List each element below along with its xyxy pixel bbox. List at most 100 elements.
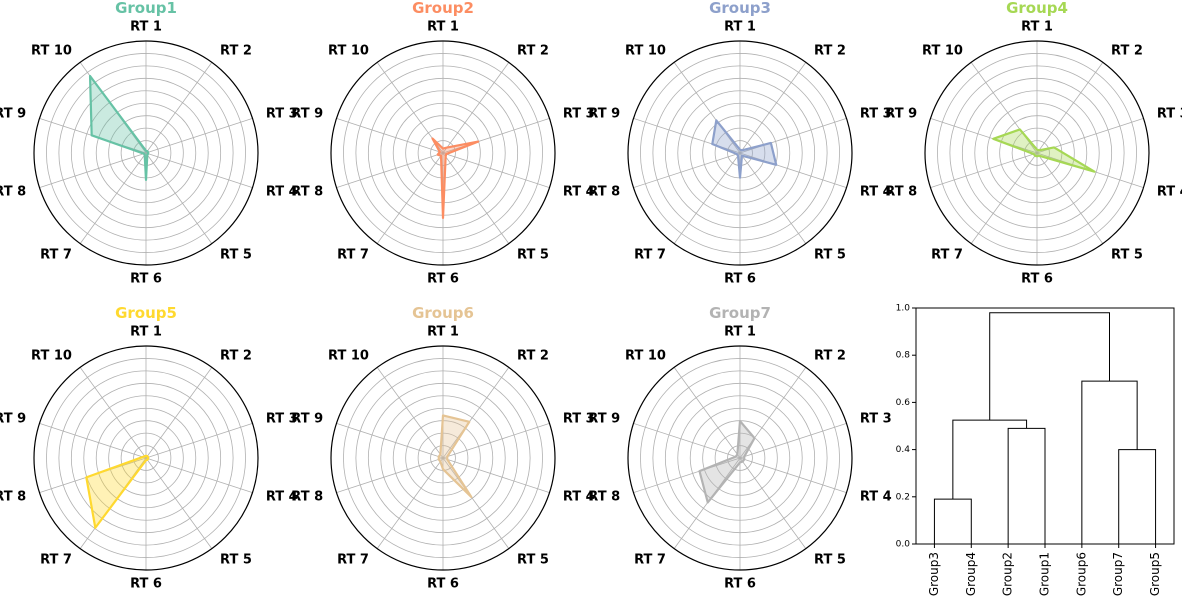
spoke — [673, 457, 741, 549]
axis-label: RT 7 — [634, 247, 666, 262]
chart-title: Group3 — [709, 0, 771, 17]
radar-group1: RT 1 RT 2 RT 3 RT 4 RT 5 RT 6 RT 7 RT 8 RT 9 RT 1… — [0, 0, 298, 287]
spoke — [336, 457, 444, 493]
leaf-label: Group6 — [1074, 552, 1088, 596]
outer-frame — [33, 40, 259, 266]
dendrogram-link — [933, 498, 972, 544]
spoke — [145, 62, 213, 154]
axis-label: RT 6 — [427, 577, 459, 592]
chart-title: Group5 — [115, 304, 177, 322]
axis-label: RT 7 — [337, 552, 369, 567]
chart-title: Group4 — [1006, 0, 1068, 17]
spoke — [673, 367, 741, 459]
chart-title: Group6 — [412, 304, 474, 322]
spoke — [930, 118, 1038, 154]
spoke — [673, 152, 741, 244]
dendrogram-link — [952, 419, 1028, 500]
axis-label: RT 8 — [588, 489, 620, 504]
spoke — [442, 423, 550, 459]
axis-label: RT 9 — [588, 412, 620, 427]
leaf-label: Group7 — [1111, 552, 1125, 596]
axis-label: RT 7 — [40, 552, 72, 567]
chart-title: Group1 — [115, 0, 177, 17]
axis-label: RT 4 — [860, 489, 892, 504]
radar-group7: RT 1 RT 2 RT 3 RT 4 RT 5 RT 6 RT 7 RT 8 RT 9 RT 1… — [588, 304, 891, 592]
axis-label: RT 1 — [130, 20, 162, 35]
dendrogram-link — [1081, 380, 1138, 544]
axis-label: RT 10 — [922, 44, 963, 59]
spoke — [442, 62, 510, 154]
axis-label: RT 5 — [220, 247, 252, 262]
axis-label: RT 6 — [130, 577, 162, 592]
outer-frame — [330, 345, 556, 571]
axis-label: RT 10 — [31, 44, 72, 59]
axis-label: RT 6 — [724, 272, 756, 287]
spoke — [970, 152, 1038, 244]
spoke — [145, 152, 213, 244]
outer-frame — [627, 345, 853, 571]
axis-label: RT 3 — [266, 107, 298, 122]
y-tick-label: 0.0 — [896, 540, 911, 550]
data-polygon — [698, 419, 756, 504]
axis-label: RT 10 — [328, 349, 369, 364]
chart-title: Group2 — [412, 0, 474, 17]
axis-label: RT 6 — [1021, 272, 1053, 287]
spoke — [336, 152, 444, 188]
y-tick-label: 0.8 — [896, 351, 911, 361]
axis-label: RT 2 — [814, 44, 846, 59]
axis-label: RT 5 — [517, 552, 549, 567]
axis-label: RT 8 — [588, 184, 620, 199]
spoke — [442, 152, 510, 244]
spoke — [673, 62, 741, 154]
spoke — [739, 152, 807, 244]
axis-label: RT 5 — [517, 247, 549, 262]
chart-title: Group7 — [709, 304, 771, 322]
spoke — [145, 423, 253, 459]
data-polygon — [992, 128, 1096, 173]
spoke — [739, 457, 847, 493]
axis-label: RT 1 — [427, 325, 459, 340]
axis-label: RT 2 — [517, 44, 549, 59]
axis-label: RT 8 — [291, 489, 323, 504]
axis-label: RT 7 — [337, 247, 369, 262]
axis-label: RT 4 — [860, 184, 892, 199]
leaf-label: Group4 — [964, 552, 978, 596]
axis-label: RT 7 — [40, 247, 72, 262]
axis-label: RT 4 — [1157, 184, 1182, 199]
spoke — [145, 367, 213, 459]
spoke — [442, 152, 550, 188]
axis-label: RT 4 — [266, 489, 298, 504]
axis-label: RT 7 — [931, 247, 963, 262]
axis-label: RT 4 — [266, 184, 298, 199]
spoke — [39, 152, 147, 188]
spoke — [442, 457, 510, 549]
spoke — [376, 152, 444, 244]
spoke — [145, 152, 253, 188]
leaf-label: Group3 — [927, 552, 941, 596]
leaf-label: Group5 — [1148, 552, 1162, 596]
dendrogram-link — [1007, 427, 1046, 544]
axis-label: RT 5 — [220, 552, 252, 567]
y-tick-label: 0.4 — [896, 445, 911, 455]
radar-group3: RT 1 RT 2 RT 3 RT 4 RT 5 RT 6 RT 7 RT 8 RT 9 RT 1… — [588, 0, 891, 287]
spoke — [739, 423, 847, 459]
spoke — [442, 367, 510, 459]
axis-label: RT 3 — [266, 412, 298, 427]
data-polygon — [711, 119, 778, 179]
axis-label: RT 3 — [563, 107, 595, 122]
axis-label: RT 5 — [814, 552, 846, 567]
axis-label: RT 9 — [885, 107, 917, 122]
spoke — [1036, 62, 1104, 154]
dendrogram: 0.0 0.2 0.4 0.6 0.8 1.0 Group3 Group4 Group2 Grou… — [896, 304, 1175, 596]
axis-label: RT 1 — [724, 325, 756, 340]
axis-label: RT 2 — [220, 44, 252, 59]
radar-group6: RT 1 RT 2 RT 3 RT 4 RT 5 RT 6 RT 7 RT 8 RT 9 RT 1… — [291, 304, 594, 592]
spoke — [79, 367, 147, 459]
axis-label: RT 1 — [724, 20, 756, 35]
data-polygon — [431, 137, 480, 220]
axis-label: RT 10 — [625, 349, 666, 364]
y-tick-label: 0.2 — [896, 492, 910, 502]
data-polygon — [85, 454, 150, 529]
spoke — [336, 423, 444, 459]
